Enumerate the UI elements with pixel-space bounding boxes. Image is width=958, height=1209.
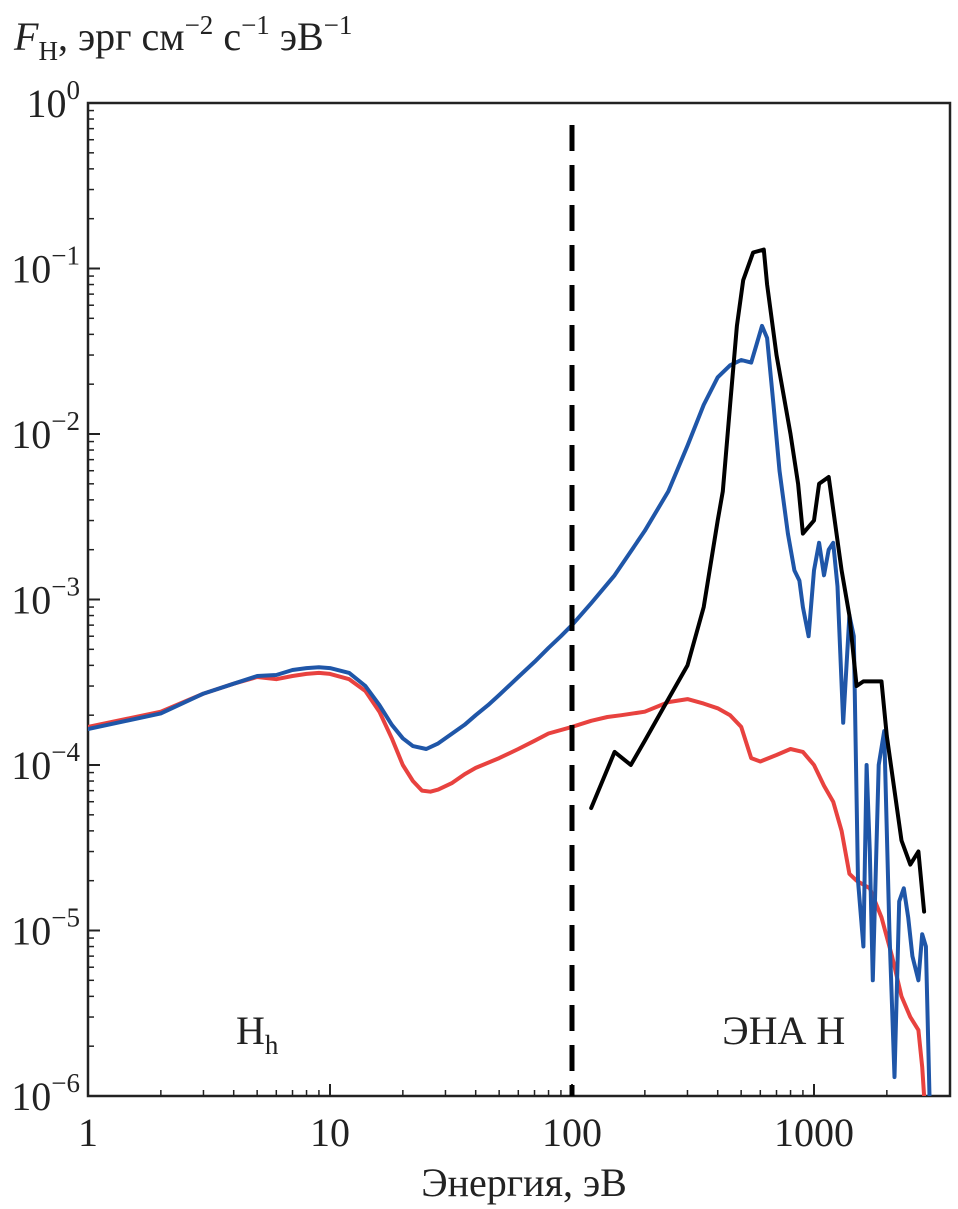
y-tick-label: 10−1 bbox=[11, 241, 80, 292]
series-black-line bbox=[589, 247, 927, 914]
y-tick-label: 10−4 bbox=[11, 737, 80, 788]
y-tick-label: 100 bbox=[27, 75, 81, 126]
x-tick-label: 10 bbox=[310, 1110, 350, 1155]
annotation-ena: ЭНА H bbox=[722, 1008, 845, 1053]
y-axis-label: FH, эрг см−2 с−1 эВ−1 bbox=[13, 10, 352, 66]
plot-frame bbox=[86, 101, 952, 1098]
series-blue-line bbox=[88, 323, 932, 1096]
y-tick-label: 10−2 bbox=[11, 406, 80, 457]
y-tick-label: 10−3 bbox=[11, 572, 80, 623]
x-tick-label: 1 bbox=[78, 1110, 98, 1155]
series-red-line bbox=[88, 670, 927, 1096]
annotation-hh: Hh bbox=[236, 1008, 279, 1060]
y-axis-tick-labels: 10−6 10−5 10−4 10−3 10−2 10−1 100 bbox=[11, 75, 80, 1119]
x-tick-label: 1000 bbox=[774, 1110, 854, 1155]
series-layer bbox=[88, 247, 932, 1096]
y-tick-label: 10−5 bbox=[11, 903, 80, 954]
annotation-layer: Hh ЭНА H bbox=[236, 1008, 845, 1060]
x-tick-label: 100 bbox=[542, 1110, 602, 1155]
y-tick-label: 10−6 bbox=[11, 1068, 80, 1119]
y-axis-ticks bbox=[88, 102, 100, 1097]
x-axis-tick-labels: 1 10 100 1000 bbox=[78, 1110, 854, 1155]
x-axis-label: Энергия, эВ bbox=[421, 1160, 627, 1205]
x-axis-ticks bbox=[87, 1084, 931, 1096]
